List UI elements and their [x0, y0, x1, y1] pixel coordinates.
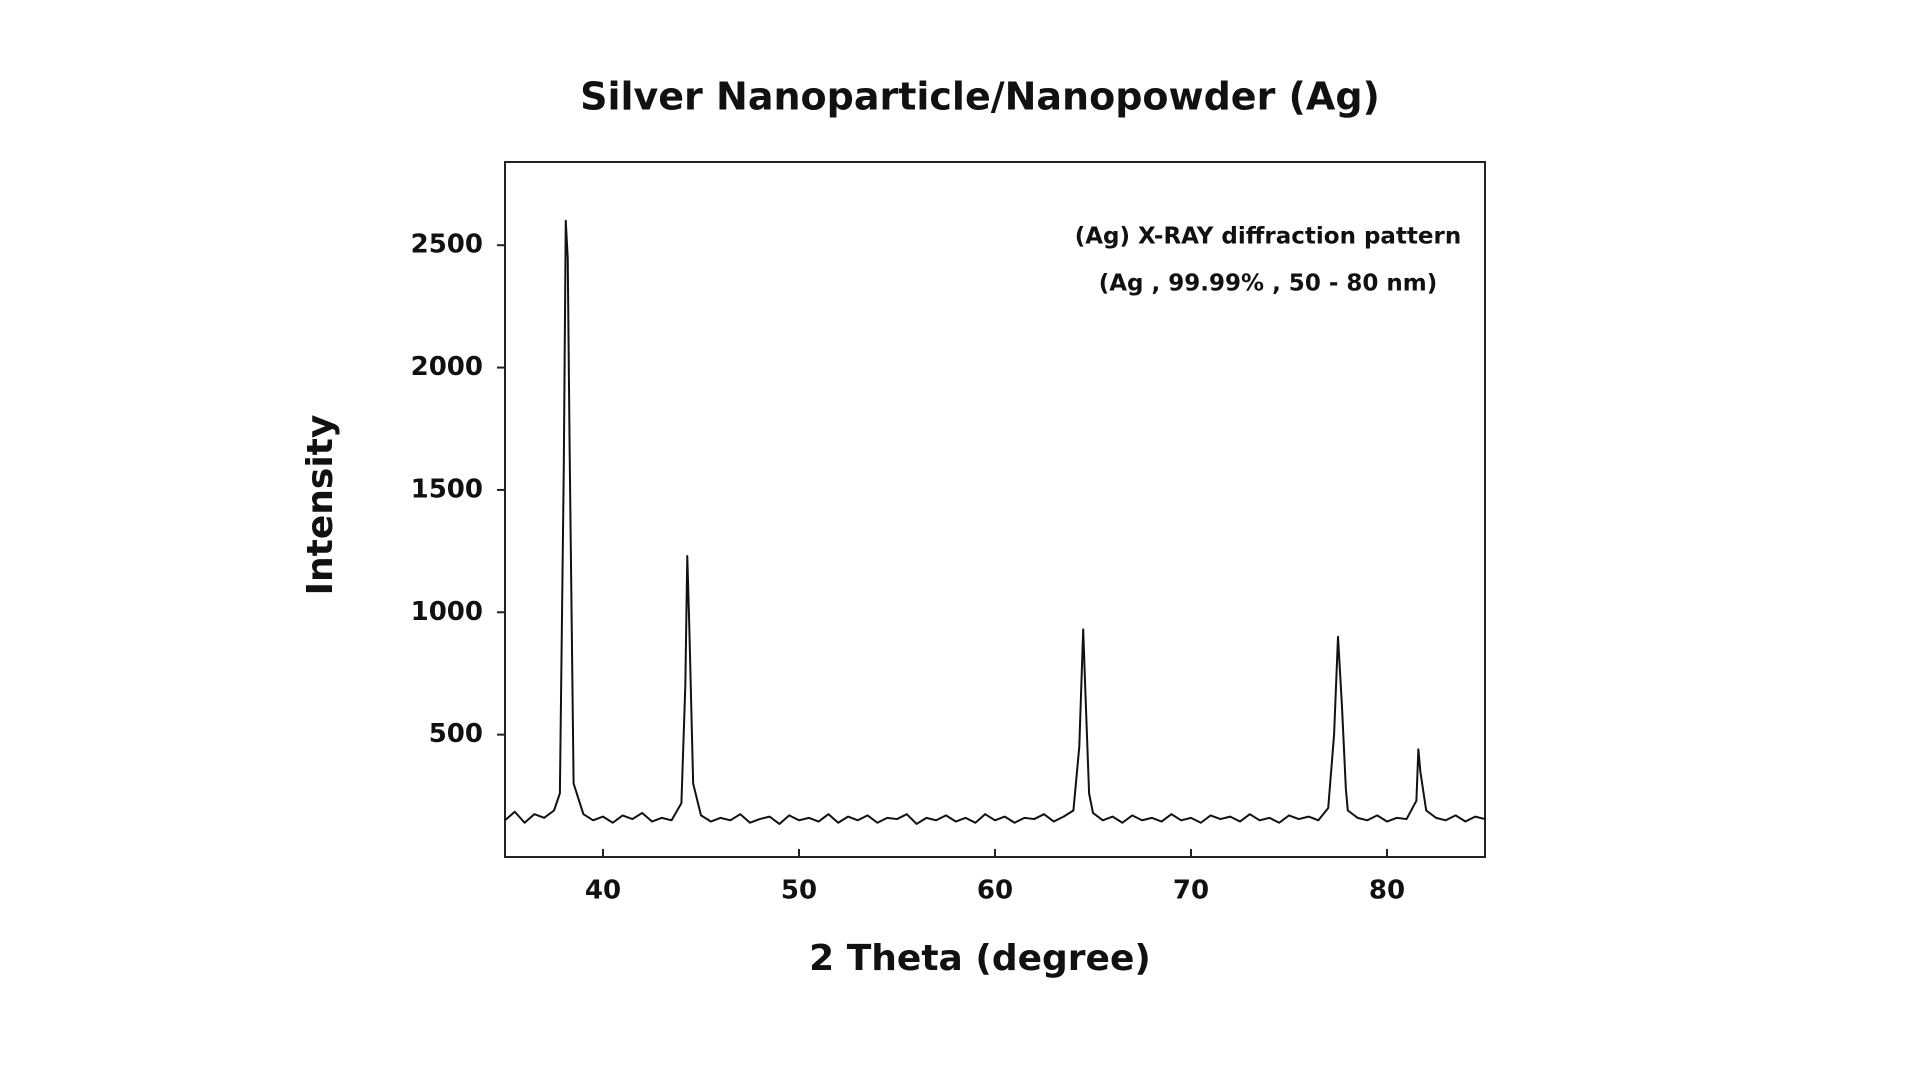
y-tick-label: 1000: [411, 597, 483, 627]
annotation: (Ag) X-RAY diffraction pattern: [1075, 224, 1462, 250]
y-tick-label: 1500: [411, 474, 483, 504]
x-tick-label: 70: [1173, 876, 1209, 906]
y-tick-label: 2500: [411, 230, 483, 260]
x-tick-label: 50: [781, 876, 817, 906]
y-tick-label: 500: [429, 719, 483, 749]
x-axis-label: 2 Theta (degree): [809, 938, 1151, 979]
chart-title: Silver Nanoparticle/Nanopowder (Ag): [580, 75, 1380, 119]
data-line: [504, 219, 1486, 825]
y-tick-label: 2000: [411, 352, 483, 382]
x-tick-label: 60: [977, 876, 1013, 906]
x-tick-label: 40: [585, 876, 621, 906]
y-axis-label: Intensity: [300, 415, 341, 596]
x-tick-label: 80: [1369, 876, 1405, 906]
annotation: (Ag , 99.99% , 50 - 80 nm): [1099, 271, 1438, 297]
plot-frame: [504, 161, 1486, 858]
